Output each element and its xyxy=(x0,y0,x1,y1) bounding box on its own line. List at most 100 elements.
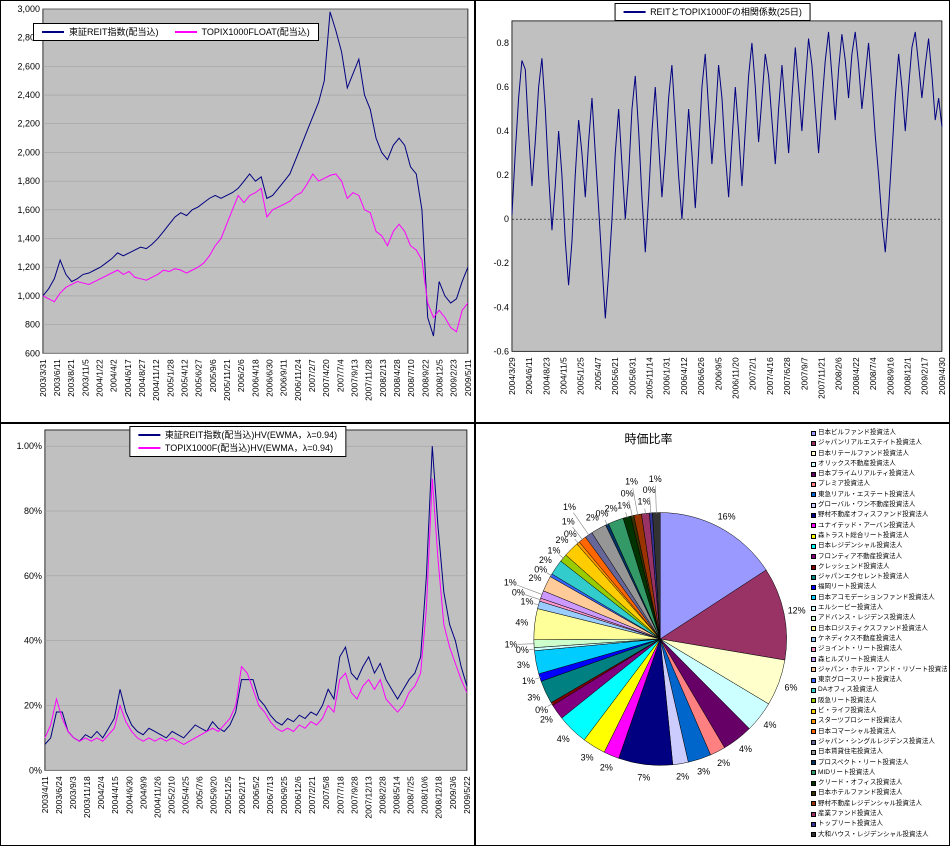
pie-slice-label: 2% xyxy=(556,535,569,545)
legend-color-swatch xyxy=(811,811,816,817)
legend-item: 日本ビルファンド投資法人 xyxy=(811,428,947,438)
legend-item: 東急リアル・エステート投資法人 xyxy=(811,490,947,500)
legend-label: 日本ロジスティクスファンド投資法人 xyxy=(818,624,928,632)
x-tick-label: 2009/3/6 xyxy=(448,776,458,809)
legend-color-swatch xyxy=(811,585,816,591)
leader-line xyxy=(546,572,553,577)
x-tick-label: 2008/12/18 xyxy=(434,776,444,819)
pie-slice-label: 3% xyxy=(517,660,530,670)
legend-item: スターツプロシード投資法人 xyxy=(811,716,947,726)
correlation-chart-title-box: REITとTOPIX1000Fの相関係数(25日) xyxy=(614,3,811,21)
pie-slice-label: 1% xyxy=(548,545,561,555)
pie-slice-label: 1% xyxy=(563,502,576,512)
x-tick-label: 2009/2/23 xyxy=(449,359,459,397)
legend-label: 東急リアル・エステート投資法人 xyxy=(818,490,916,498)
legend-color-swatch xyxy=(811,574,816,580)
x-tick-label: 2008/12/5 xyxy=(435,359,445,397)
legend-label: 東証REIT指数(配当込) xyxy=(69,27,159,37)
x-tick-label: 2007/2/21 xyxy=(307,776,317,814)
panel-volatility-chart: 1.00% 80% 60% 40% 20% 0% 2003/4/11 2003/6/24 200… xyxy=(0,423,475,846)
x-tick-label: 2007/12/13 xyxy=(363,776,373,819)
pie-slice-label: 1% xyxy=(625,476,638,486)
y-tick-label: -0.6 xyxy=(494,346,509,356)
x-tick-label: 2005/9/6 xyxy=(208,359,218,392)
legend-item: 日本アコモデーションファンド投資法人 xyxy=(811,593,947,603)
y-tick-label: 2,000 xyxy=(18,147,40,157)
legend-color-swatch xyxy=(811,513,816,519)
legend-item: 東証REIT指数(配当込)HV(EWMA，λ=0.94) xyxy=(137,429,338,441)
pie-chart-legend: 日本ビルファンド投資法人 ジャパンリアルエステイト投資法人 日本リテールファンド投資… xyxy=(811,428,947,840)
legend-label: TOPIX1000F(配当込)HV(EWMA，λ=0.94) xyxy=(164,443,333,453)
leader-line xyxy=(524,594,542,601)
x-tick-label: 2006/11/20 xyxy=(731,357,741,399)
volatility-chart-legend: 東証REIT指数(配当込)HV(EWMA，λ=0.94) TOPIX1000F(… xyxy=(128,426,347,457)
x-tick-label: 2007/11/21 xyxy=(817,357,827,399)
series-line-sample xyxy=(42,31,64,33)
legend-color-swatch xyxy=(811,430,816,436)
leader-line xyxy=(655,485,657,514)
leader-line xyxy=(518,643,535,645)
legend-color-swatch xyxy=(811,677,816,683)
legend-label: TOPIX1000FLOAT(配当込) xyxy=(201,27,310,37)
legend-item: アドバンス・レジデンス投資法人 xyxy=(811,613,947,623)
legend-label: 福岡リート投資法人 xyxy=(818,583,877,591)
legend-color-swatch xyxy=(811,554,816,560)
legend-label: 大和ハウス・レジデンシャル投資法人 xyxy=(818,830,929,838)
legend-item: エルシーピー投資法人 xyxy=(811,603,947,613)
legend-label: 野村不動産レジデンシャル投資法人 xyxy=(818,799,922,807)
x-tick-label: 2008/7/4 xyxy=(868,357,878,390)
pie-slice-label: 3% xyxy=(697,766,710,776)
legend-color-swatch xyxy=(811,482,816,488)
x-tick-label: 2005/6/27 xyxy=(194,359,204,397)
x-tick-label: 2006/9/25 xyxy=(279,776,289,814)
x-tick-label: 2005/8/31 xyxy=(627,357,637,395)
leader-line xyxy=(625,512,628,519)
legend-item: クリード・オフィス投資法人 xyxy=(811,778,947,788)
x-tick-label: 2007/9/28 xyxy=(349,776,359,814)
legend-label: エルシーピー投資法人 xyxy=(818,604,883,612)
x-tick-label: 2005/2/10 xyxy=(166,776,176,814)
line-chart-volatility: 1.00% 80% 60% 40% 20% 0%2003/4/11 2003/6/24 200… xyxy=(17,429,472,819)
panel-pie-chart: 16% 12% 6% 4% 4% 2% 3% 2% 7% 2% 3% 4% 2% 0% 3% 1% 3% 0% 1%… xyxy=(475,423,950,846)
y-tick-label: 2,400 xyxy=(18,90,40,100)
pie-slice-label: 7% xyxy=(637,772,650,782)
leader-line xyxy=(516,584,543,596)
legend-label: トップリート投資法人 xyxy=(818,820,883,828)
series-line-0 xyxy=(511,31,943,319)
legend-item: ジャパン・ホテル・アンド・リゾート投資法人 xyxy=(811,665,947,675)
legend-label: 日本ホテルファンド投資法人 xyxy=(818,789,903,797)
legend-color-swatch xyxy=(811,502,816,508)
leader-line xyxy=(559,554,565,559)
x-tick-label: 2007/6/28 xyxy=(782,357,792,395)
x-tick-label: 2004/6/11 xyxy=(524,357,534,394)
legend-item: オリックス不動産投資法人 xyxy=(811,459,947,469)
x-tick-label: 2005/4/25 xyxy=(181,776,191,814)
legend-color-swatch xyxy=(811,523,816,529)
x-tick-label: 2005/12/5 xyxy=(223,776,233,814)
legend-item: 日本賃貸住宅投資法人 xyxy=(811,747,947,757)
legend-label: 野村不動産オフィスファンド投資法人 xyxy=(818,511,929,519)
legend-color-swatch xyxy=(811,770,816,776)
pie-slice-label: 2% xyxy=(539,555,552,565)
chart-title: REITとTOPIX1000Fの相関係数(25日) xyxy=(650,7,802,17)
legend-color-swatch xyxy=(811,729,816,735)
series-line-sample xyxy=(137,434,160,436)
x-tick-label: 2003/8/21 xyxy=(66,359,76,397)
x-tick-label: 2008/12/1 xyxy=(902,357,912,395)
legend-label: 日本レジデンシャル投資法人 xyxy=(818,542,903,550)
y-tick-label: 1,800 xyxy=(18,176,40,186)
y-tick-label: 1.00% xyxy=(17,441,42,451)
leader-line xyxy=(547,703,553,707)
pie-slice-label: 0% xyxy=(564,529,577,539)
x-tick-label: 2004/2/4 xyxy=(96,776,106,809)
pie-slice-label: 12% xyxy=(788,606,806,616)
x-tick-label: 2006/4/18 xyxy=(250,359,260,397)
legend-label: ビ・ライフ投資法人 xyxy=(818,707,877,715)
legend-label: アドバンス・レジデンス投資法人 xyxy=(818,614,916,622)
x-tick-label: 2006/1/31 xyxy=(662,357,672,395)
leader-line xyxy=(632,488,639,516)
x-tick-label: 2005/11/21 xyxy=(222,359,232,401)
x-tick-label: 2005/4/7 xyxy=(593,357,603,390)
legend-label: 東証REIT指数(配当込)HV(EWMA，λ=0.94) xyxy=(164,430,338,440)
legend-color-swatch xyxy=(811,440,816,446)
